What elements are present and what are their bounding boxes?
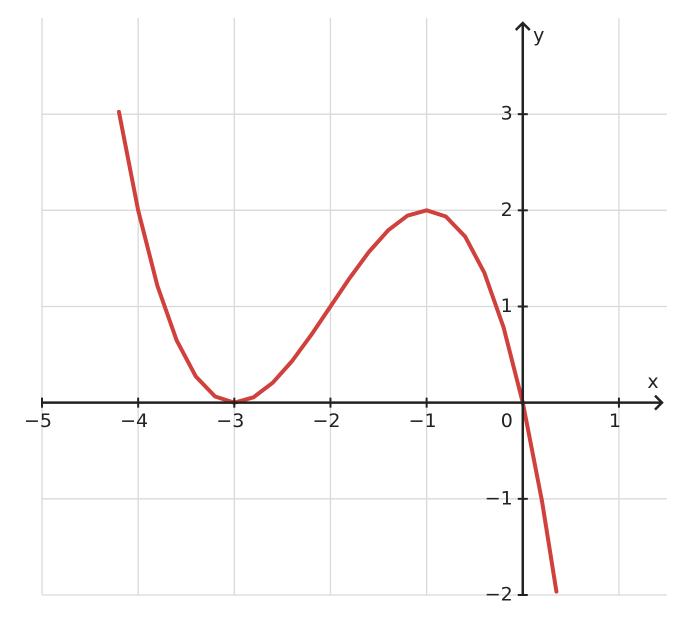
- x-axis-arrow: [654, 394, 664, 411]
- y-axis-label: y: [533, 25, 544, 47]
- x-tick-label: −5: [24, 410, 52, 432]
- y-axis-arrow: [514, 21, 531, 31]
- x-tick-label: −2: [312, 410, 340, 432]
- curve: [116, 109, 559, 594]
- x-tick-label: 0: [501, 410, 513, 432]
- y-tick-label: −2: [485, 584, 513, 606]
- y-tick-label: 2: [501, 199, 513, 221]
- x-tick-label: −4: [120, 410, 148, 432]
- y-tick-label: −1: [485, 487, 513, 509]
- x-tick-label: −1: [409, 410, 437, 432]
- x-axis-label: x: [647, 371, 658, 393]
- y-tick-label: 3: [501, 103, 513, 125]
- x-tick-label: 1: [609, 410, 621, 432]
- x-tick-label: −3: [216, 410, 244, 432]
- y-tick-label: 1: [501, 295, 513, 317]
